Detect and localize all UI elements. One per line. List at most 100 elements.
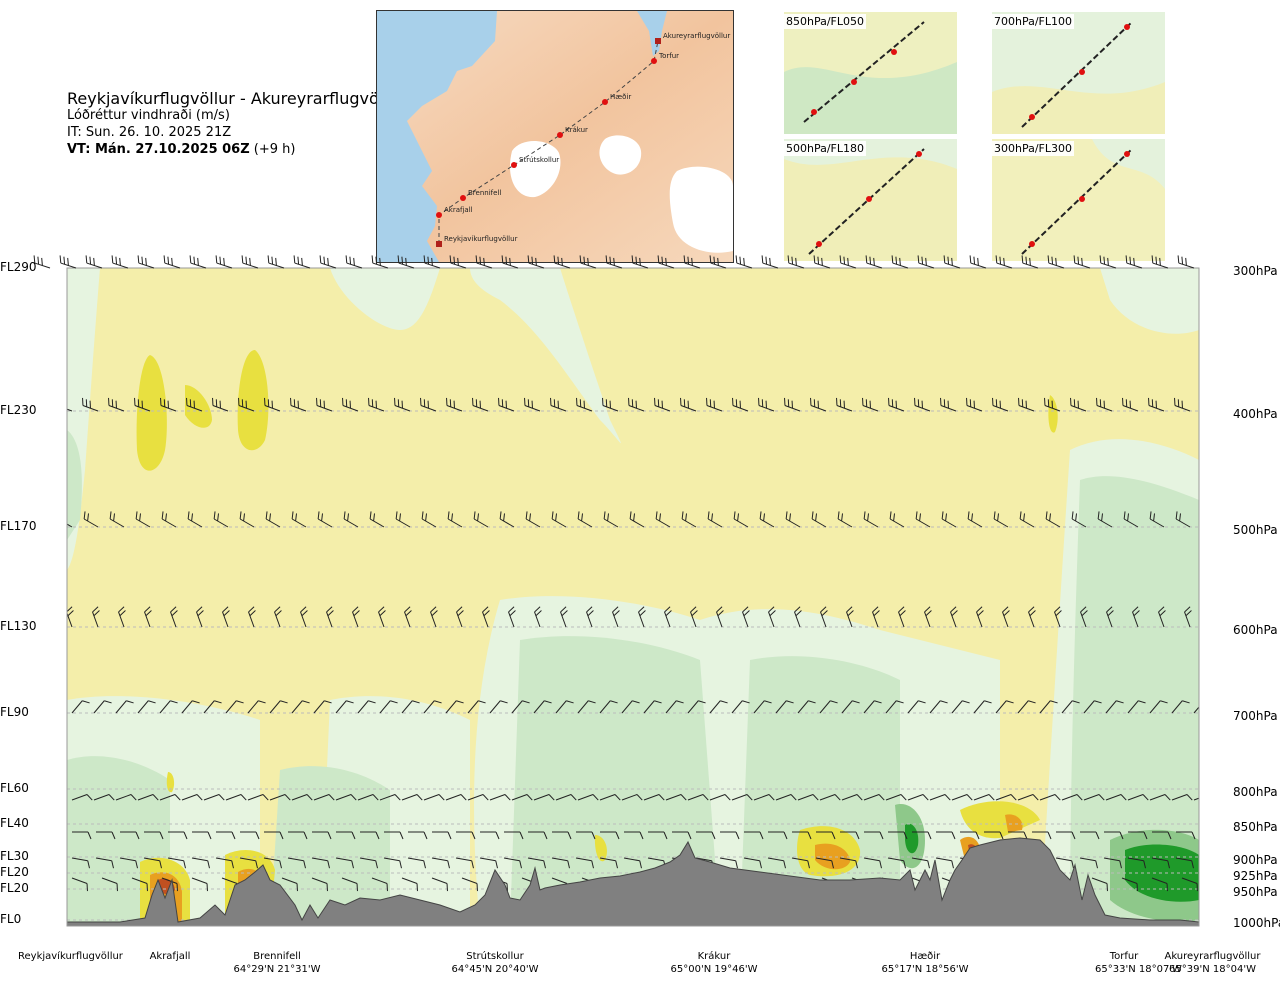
wind-barb (1121, 877, 1138, 892)
wind-barb (1045, 511, 1061, 528)
wind-barb (851, 877, 868, 892)
wind-barb (864, 831, 884, 840)
wind-barb (576, 397, 593, 412)
wind-barb (1171, 794, 1193, 801)
wind-barb (732, 397, 749, 412)
wind-barb (550, 397, 567, 412)
wind-barb (431, 877, 448, 892)
wind-barb (430, 606, 438, 628)
route-marker (436, 212, 442, 218)
wind-barb (742, 606, 750, 628)
wind-barb (576, 831, 596, 840)
wind-barb (461, 877, 478, 892)
map-glacier-2 (599, 135, 642, 175)
wind-barb (239, 857, 258, 869)
route-marker (651, 58, 657, 64)
wind-barb (1176, 831, 1196, 840)
wind-barb (85, 255, 103, 269)
wind-barb (820, 606, 828, 628)
wind-barb (720, 831, 740, 840)
wind-barb (473, 511, 489, 528)
wind-barb (1193, 700, 1199, 714)
waypoint-label: Torfur 65°33'N 18°07'W (1095, 950, 1182, 976)
wind-barb (533, 794, 555, 801)
wind-barb (940, 397, 957, 412)
wind-barb (408, 831, 428, 840)
wind-barb (189, 255, 207, 269)
wind-barb (118, 606, 126, 628)
wind-barb (1158, 606, 1166, 628)
wind-barb (643, 700, 662, 714)
wind-barb (1106, 606, 1114, 628)
wind-barb (560, 606, 568, 628)
wind-barb (971, 877, 988, 892)
wind-barb (1056, 831, 1076, 840)
waypoint-coord: 65°00'N 19°46'W (670, 964, 758, 975)
wind-barb (1079, 857, 1098, 869)
wind-barb (291, 511, 307, 528)
wind-barb (912, 831, 932, 840)
wind-barb (1171, 700, 1190, 714)
wind-barb (960, 831, 980, 840)
wind-barb (599, 700, 618, 714)
wind-barb (212, 397, 229, 412)
wind-barb (342, 397, 359, 412)
wind-barb (215, 857, 234, 869)
wind-barb (368, 397, 385, 412)
wind-barb (222, 606, 230, 628)
route-label: Reykjavíkurflugvöllur (444, 235, 518, 243)
wind-barb (898, 606, 906, 628)
thumbnail-850[interactable]: 850hPa/FL050 (784, 12, 957, 134)
wind-barb (1127, 700, 1146, 714)
wind-barb (993, 511, 1009, 528)
wind-barb (621, 794, 643, 801)
wind-barb (240, 831, 260, 840)
wind-barb (423, 794, 445, 801)
wind-barb (1174, 397, 1191, 412)
wind-barb (215, 255, 233, 269)
wind-barb (555, 794, 577, 801)
wind-barb (1080, 831, 1100, 840)
wind-barb (96, 831, 116, 840)
wind-barb (1002, 606, 1010, 628)
wind-barb (343, 511, 359, 528)
wind-barb (401, 877, 418, 892)
wind-barb (163, 255, 181, 269)
wind-barb (72, 831, 92, 840)
wind-barb (924, 606, 932, 628)
wind-barb (357, 700, 376, 714)
wind-barb (251, 877, 268, 892)
thumbnail-850-map (784, 12, 957, 134)
wind-barb (600, 831, 620, 840)
wind-barb (498, 397, 515, 412)
wind-barb (274, 606, 282, 628)
wind-barb (1193, 794, 1199, 801)
wind-barb (371, 877, 388, 892)
wind-barb (680, 397, 697, 412)
wind-barb (288, 831, 308, 840)
wind-barb (1071, 511, 1087, 528)
thumbnail-500[interactable]: 500hPa/FL180 (784, 139, 957, 261)
map-sea-west (377, 11, 497, 262)
thumbnail-300[interactable]: 300hPa/FL300 (992, 139, 1165, 261)
wind-barb (966, 397, 983, 412)
wind-barb (1149, 794, 1171, 801)
thumbnail-700[interactable]: 700hPa/FL100 (992, 12, 1165, 134)
wind-barb (383, 857, 402, 869)
wind-barb (313, 794, 335, 801)
wind-barb (111, 255, 129, 269)
wind-barb (628, 397, 645, 412)
wind-barb (455, 857, 474, 869)
wind-barb (1007, 857, 1026, 869)
wind-barb (467, 794, 489, 801)
wind-barb (731, 794, 753, 801)
wind-barb (291, 700, 310, 714)
wind-barb (551, 857, 570, 869)
wind-barb (707, 511, 723, 528)
wind-barbs (67, 397, 1199, 892)
y-right-tick: 925hPa (1233, 869, 1278, 883)
y-left-tick: FL30 (0, 849, 29, 863)
wind-barb (629, 511, 645, 528)
wind-barb (959, 857, 978, 869)
wind-barb (420, 397, 437, 412)
